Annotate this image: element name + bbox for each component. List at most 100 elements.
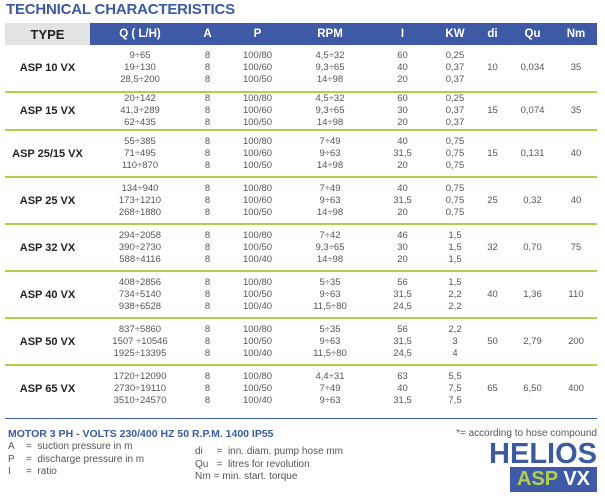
cell-p: 100/80 100/60 100/50 xyxy=(225,92,290,131)
cell-line: 0,75 xyxy=(445,135,465,147)
cell-line: 8 xyxy=(204,276,211,288)
cell-p: 100/80 100/50 100/40 xyxy=(225,365,290,412)
footnote: *= according to hose compound xyxy=(456,428,597,439)
cell-di: 25 xyxy=(475,177,510,225)
legend-key: I xyxy=(8,466,11,477)
cell-line: 8 xyxy=(204,347,211,359)
cell-line: 100/40 xyxy=(242,300,273,312)
legend-text: = litres for revolution xyxy=(211,458,310,470)
cell-line: 8 xyxy=(204,117,211,128)
cell-line: 134÷940 xyxy=(121,182,159,194)
cell-line: 8 xyxy=(204,74,211,85)
cell-line: 20 xyxy=(397,117,408,128)
cell-line: 14÷98 xyxy=(316,159,344,171)
cell-line: 8 xyxy=(204,206,211,218)
legend-key: Nm xyxy=(195,471,211,482)
cell-q: 1720÷12090 2730÷19110 3510÷24570 xyxy=(90,365,190,412)
table-row: ASP 40 VX 408÷2856 734÷5140 938÷6528 8 8 8 100/… xyxy=(5,271,597,319)
cell-di: 15 xyxy=(475,130,510,178)
legend-item: I = ratio xyxy=(8,466,144,479)
legend-text: = inn. diam. pump hose mm xyxy=(211,446,344,457)
cell-line: 2,2 xyxy=(448,288,462,300)
cell-kw: 0,75 0,75 0,75 xyxy=(435,130,475,178)
cell-line: 9÷63 xyxy=(319,288,341,300)
cell-line: 100/40 xyxy=(242,395,273,406)
cell-line: 20 xyxy=(397,159,408,171)
cell-i: 63 40 31,5 xyxy=(370,365,435,412)
table-row: ASP 10 VX 9÷65 19÷130 28,5÷200 8 8 8 100/80 100/… xyxy=(5,45,597,93)
cell-rpm: 7÷49 9÷63 14÷98 xyxy=(290,177,370,225)
cell-line: 8 xyxy=(204,335,211,347)
cell-nm: 35 xyxy=(555,45,597,93)
cell-line: 1,5 xyxy=(448,229,462,241)
cell-line: 1925÷13395 xyxy=(113,347,167,359)
cell-line: 1,5 xyxy=(448,276,462,288)
cell-line: 8 xyxy=(204,194,211,206)
cell-line: 41,3÷289 xyxy=(120,105,160,116)
cell-line: 4,5÷32 xyxy=(315,50,345,61)
cell-line: 0,75 xyxy=(445,182,465,194)
cell-line: 24,5 xyxy=(393,300,412,312)
cell-line: 5÷35 xyxy=(319,323,341,335)
cell-line: 4,5÷32 xyxy=(315,93,345,104)
cell-qu: 0,131 xyxy=(510,130,555,178)
divider xyxy=(5,418,597,419)
cell-line: 20 xyxy=(397,253,408,265)
cell-line: 2730÷19110 xyxy=(113,383,167,394)
cell-kw: 0,75 0,75 0,75 xyxy=(435,177,475,225)
cell-i: 60 30 20 xyxy=(370,92,435,131)
cell-i: 56 31,5 24,5 xyxy=(370,271,435,319)
cell-rpm: 4,5÷32 9,3÷65 14÷98 xyxy=(290,92,370,131)
legend-key: Qu xyxy=(195,458,209,470)
cell-line: 8 xyxy=(204,135,211,147)
cell-type: ASP 65 VX xyxy=(19,383,76,395)
cell-type: ASP 40 VX xyxy=(5,271,90,319)
cell-qu: 6,50 xyxy=(523,383,542,394)
cell-line: 100/80 xyxy=(242,50,273,61)
legend-text: = discharge pressure in m xyxy=(26,453,145,465)
cell-line: 0,37 xyxy=(445,62,465,73)
legend-text: = ratio xyxy=(26,466,57,477)
page-title: TECHNICAL CHARACTERISTICS xyxy=(6,1,235,18)
cell-line: 100/60 xyxy=(242,147,273,159)
cell-line: 173÷1210 xyxy=(118,194,162,206)
cell-line: 1,5 xyxy=(448,253,462,265)
cell-line: 0,75 xyxy=(445,194,465,206)
cell-line: 7÷49 xyxy=(319,135,341,147)
cell-line: 1,5 xyxy=(448,241,462,253)
cell-line: 110÷870 xyxy=(121,159,159,171)
cell-rpm: 5÷35 9÷63 11,5÷80 xyxy=(290,271,370,319)
cell-line: 14÷98 xyxy=(316,253,344,265)
column-header: TYPE xyxy=(5,23,90,45)
motor-spec: MOTOR 3 PH - VOLTS 230/400 HZ 50 R.P.M. … xyxy=(8,428,274,440)
column-header: Q ( L/H) xyxy=(90,23,190,45)
cell-line: 60 xyxy=(397,50,408,61)
cell-qu: 2,79 xyxy=(510,318,555,366)
cell-line: 100/50 xyxy=(242,383,273,394)
cell-kw: 2,2 3 4 xyxy=(435,318,475,366)
column-header: KW xyxy=(435,23,475,45)
cell-di: 50 xyxy=(475,318,510,366)
cell-qu: 0,70 xyxy=(510,224,555,272)
cell-i: 60 40 20 xyxy=(370,45,435,93)
cell-line: 0,75 xyxy=(445,147,465,159)
cell-line: 100/50 xyxy=(242,241,273,253)
cell-line: 28,5÷200 xyxy=(120,74,160,85)
cell-line: 0,37 xyxy=(445,105,465,116)
cell-kw: 0,25 0,37 0,37 xyxy=(435,92,475,131)
cell-p: 100/80 100/50 100/40 xyxy=(225,224,290,272)
cell-line: 20 xyxy=(397,74,408,85)
cell-line: 9÷63 xyxy=(319,194,341,206)
cell-qu: 1,36 xyxy=(510,271,555,319)
column-header: A xyxy=(190,23,225,45)
cell-line: 0,25 xyxy=(445,93,465,104)
cell-line: 100/80 xyxy=(242,371,273,382)
legend-item: A = suction pressure in m xyxy=(8,441,144,454)
cell-line: 31,5 xyxy=(393,335,412,347)
cell-kw: 1,5 2,2 2,2 xyxy=(435,271,475,319)
cell-line: 40 xyxy=(397,383,408,394)
cell-line: 19÷130 xyxy=(124,62,156,73)
cell-q: 294÷2058 390÷2730 588÷4116 xyxy=(90,224,190,272)
table-row: ASP 15 VX 20÷142 41,3÷289 62÷435 8 8 8 100/80 10… xyxy=(5,92,597,131)
